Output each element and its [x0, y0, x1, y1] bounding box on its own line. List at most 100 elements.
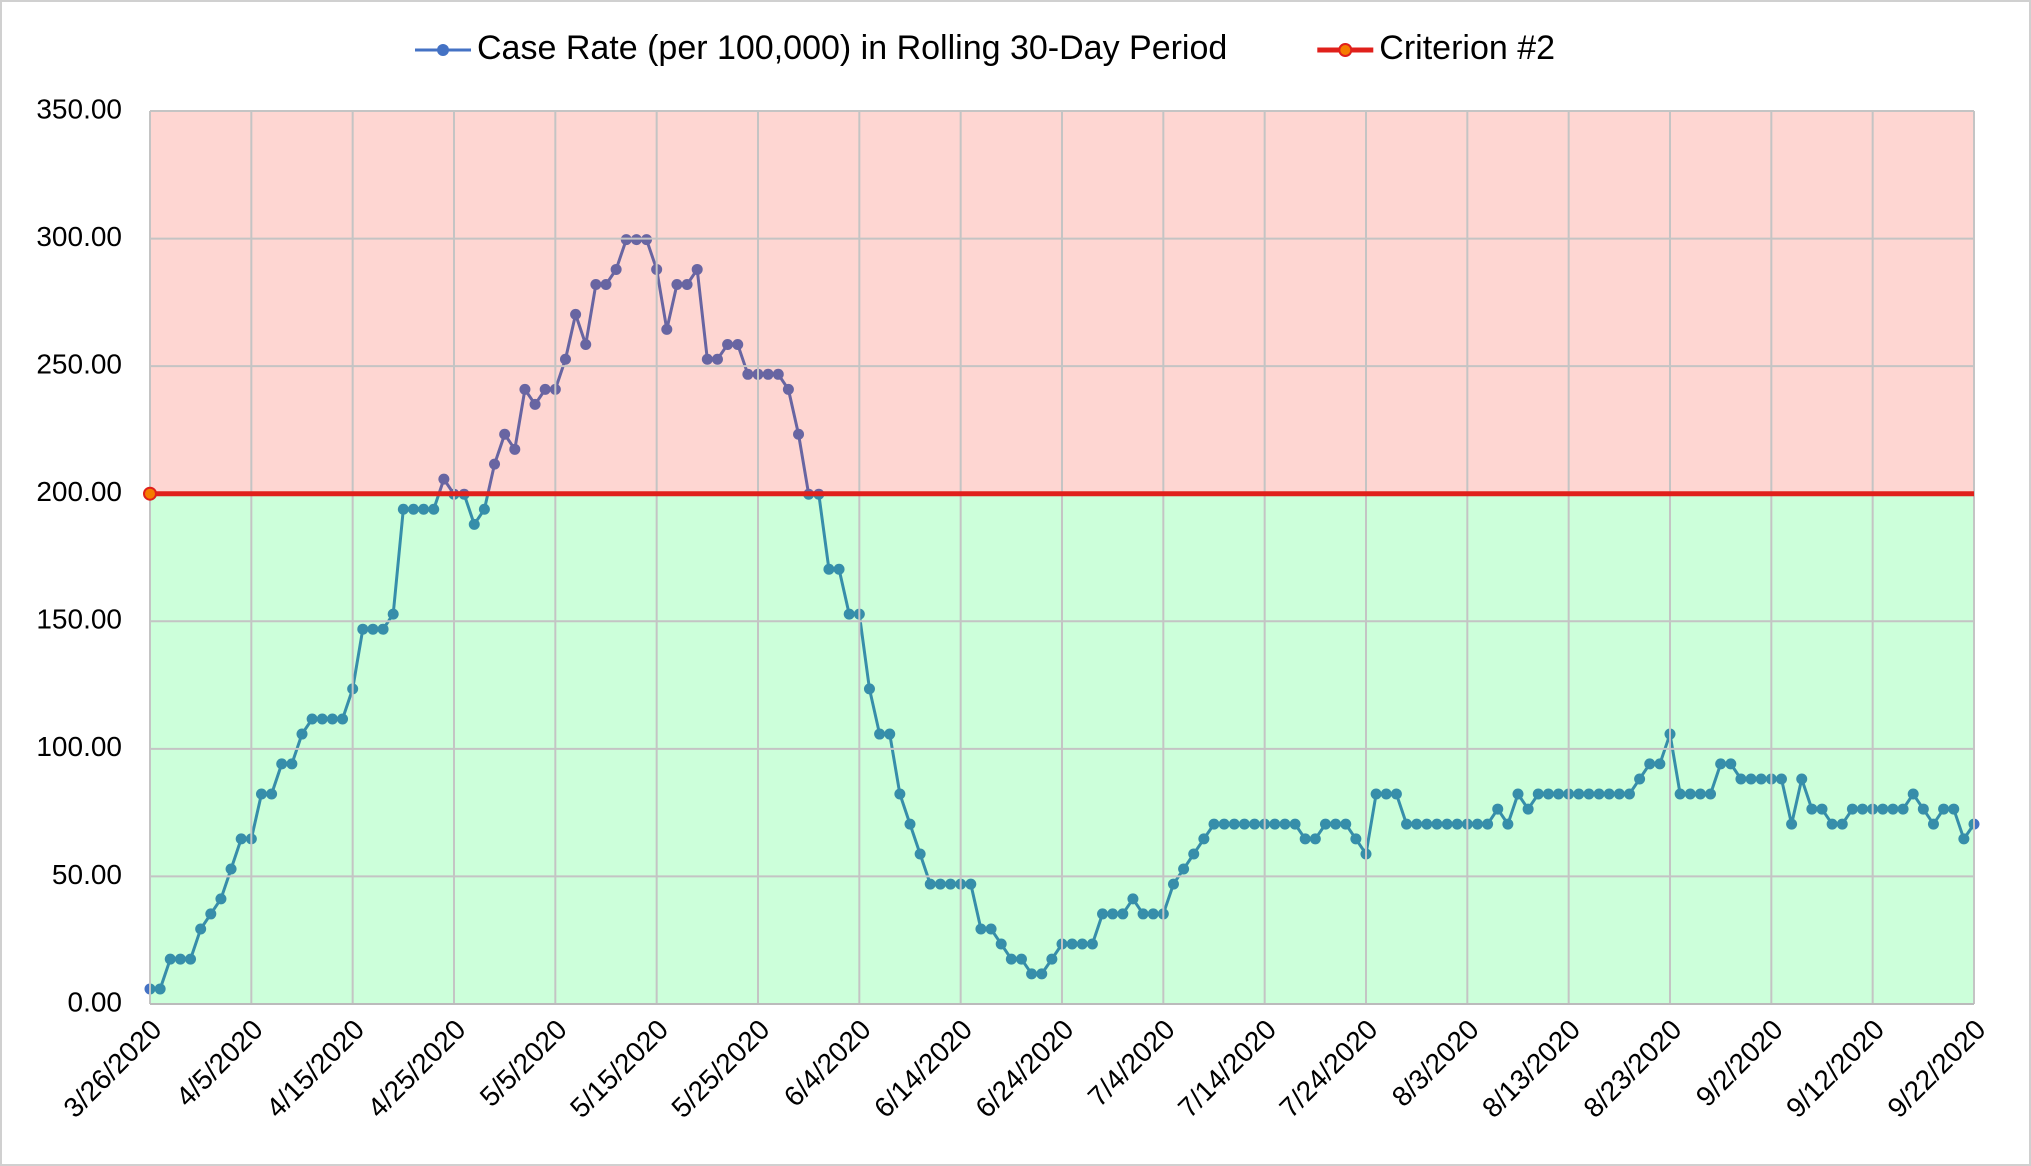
data-point	[1674, 788, 1686, 800]
data-point	[377, 623, 389, 635]
legend-marker	[437, 44, 449, 56]
data-point	[1715, 758, 1727, 770]
data-point	[1390, 788, 1402, 800]
y-tick-label: 50.00	[52, 859, 122, 890]
data-point	[600, 278, 612, 290]
data-point	[1745, 773, 1757, 785]
data-point	[1492, 803, 1504, 815]
y-tick-label: 150.00	[36, 604, 122, 635]
data-point	[661, 323, 673, 335]
data-point	[1948, 803, 1960, 815]
data-point	[1471, 818, 1483, 830]
data-point	[1147, 908, 1159, 920]
data-point	[1725, 758, 1737, 770]
data-point	[1340, 818, 1352, 830]
data-point	[1451, 818, 1463, 830]
data-point	[1005, 953, 1017, 965]
data-point	[1816, 803, 1828, 815]
data-point	[1846, 803, 1858, 815]
data-point	[1137, 908, 1149, 920]
legend-label: Criterion #2	[1379, 29, 1555, 67]
data-point	[793, 428, 805, 440]
data-point	[1117, 908, 1129, 920]
data-point	[1786, 818, 1798, 830]
data-point	[1634, 773, 1646, 785]
data-point	[904, 818, 916, 830]
data-point	[205, 908, 217, 920]
data-point	[823, 563, 835, 575]
data-point	[1623, 788, 1635, 800]
y-tick-label: 200.00	[36, 476, 122, 507]
data-point	[1097, 908, 1109, 920]
data-point	[671, 278, 683, 290]
data-point	[296, 728, 308, 740]
data-point	[1593, 788, 1605, 800]
data-point	[1188, 848, 1200, 860]
data-point	[489, 458, 501, 470]
data-point	[863, 683, 875, 695]
data-point	[590, 278, 602, 290]
legend-label: Case Rate (per 100,000) in Rolling 30-Da…	[477, 29, 1227, 67]
data-point	[357, 623, 369, 635]
data-point	[539, 383, 551, 395]
data-point	[1431, 818, 1443, 830]
data-point	[1066, 938, 1078, 950]
data-point	[1532, 788, 1544, 800]
data-point	[1167, 878, 1179, 890]
data-point	[1036, 968, 1048, 980]
data-point	[1421, 818, 1433, 830]
data-point	[782, 383, 794, 395]
data-point	[691, 263, 703, 275]
data-point	[1522, 803, 1534, 815]
data-point	[762, 368, 774, 380]
data-point	[1299, 833, 1311, 845]
data-point	[1897, 803, 1909, 815]
data-point	[732, 338, 744, 350]
data-point	[529, 398, 541, 410]
data-point	[1086, 938, 1098, 950]
data-point	[1319, 818, 1331, 830]
data-point	[255, 788, 267, 800]
data-point	[945, 878, 957, 890]
data-point	[1917, 803, 1929, 815]
data-point	[266, 788, 278, 800]
data-point	[1218, 818, 1230, 830]
data-point	[1877, 803, 1889, 815]
data-point	[174, 953, 186, 965]
data-point	[641, 234, 653, 246]
data-point	[934, 878, 946, 890]
data-point	[1350, 833, 1362, 845]
data-point	[1198, 833, 1210, 845]
y-tick-label: 350.00	[36, 93, 122, 124]
data-point	[1411, 818, 1423, 830]
legend: Case Rate (per 100,000) in Rolling 30-Da…	[415, 29, 1555, 67]
data-point	[924, 878, 936, 890]
data-point	[833, 563, 845, 575]
data-point	[387, 608, 399, 620]
data-point	[499, 428, 511, 440]
data-point	[1127, 893, 1139, 905]
data-point	[1938, 803, 1950, 815]
data-point	[630, 234, 642, 246]
y-tick-label: 0.00	[68, 986, 123, 1017]
data-point	[1836, 818, 1848, 830]
data-point	[225, 863, 237, 875]
data-point	[620, 234, 632, 246]
data-point	[1309, 833, 1321, 845]
data-point	[1269, 818, 1281, 830]
data-point	[397, 503, 409, 515]
data-point	[1107, 908, 1119, 920]
data-point	[995, 938, 1007, 950]
data-point	[894, 788, 906, 800]
data-point	[975, 923, 987, 935]
data-point	[468, 518, 480, 530]
data-point	[965, 878, 977, 890]
data-point	[154, 983, 166, 995]
data-point	[286, 758, 298, 770]
data-point	[1907, 788, 1919, 800]
data-point	[570, 308, 582, 320]
data-point	[843, 608, 855, 620]
data-point	[306, 713, 318, 725]
data-point	[1502, 818, 1514, 830]
